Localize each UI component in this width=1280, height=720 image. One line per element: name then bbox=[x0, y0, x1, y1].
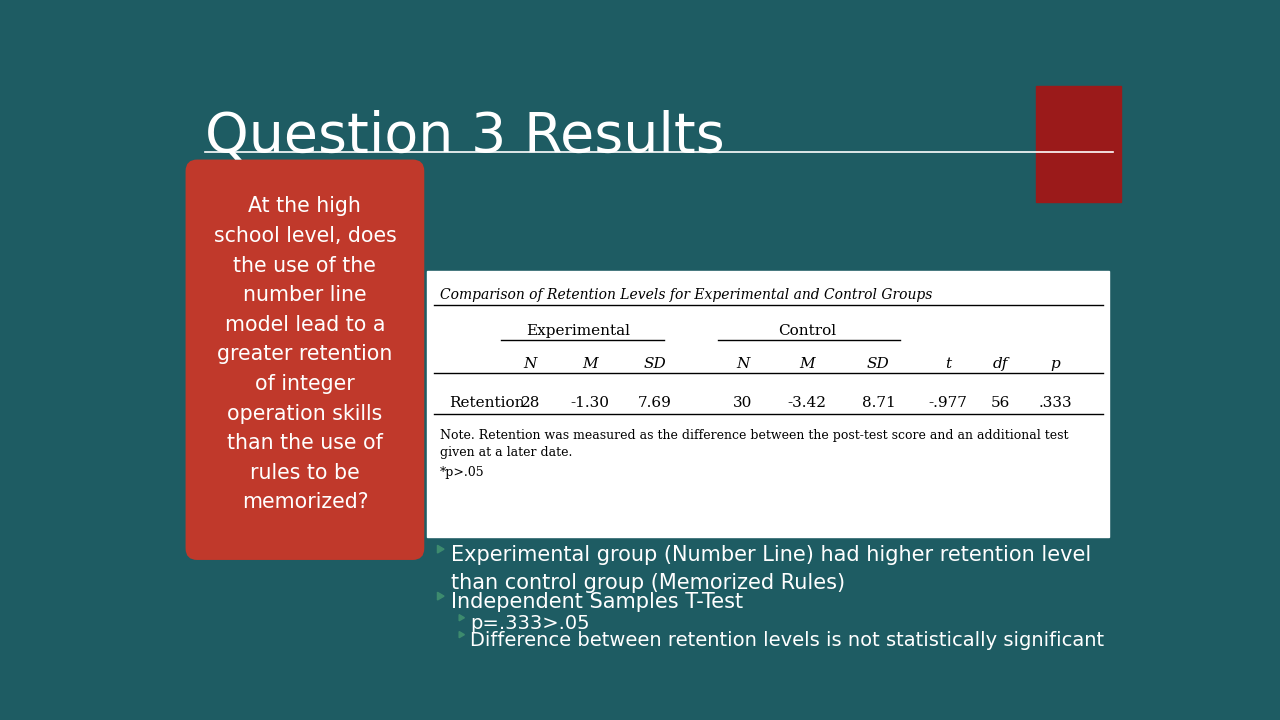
Text: M: M bbox=[582, 357, 598, 372]
Text: M: M bbox=[799, 357, 815, 372]
Text: t: t bbox=[945, 357, 951, 372]
Text: SD: SD bbox=[867, 357, 890, 372]
Text: *p>.05: *p>.05 bbox=[440, 466, 484, 479]
Text: N: N bbox=[736, 357, 750, 372]
Text: Control: Control bbox=[778, 323, 836, 338]
Polygon shape bbox=[438, 545, 444, 553]
Text: At the high
school level, does
the use of the
number line
model lead to a
greate: At the high school level, does the use o… bbox=[214, 197, 397, 513]
Text: Experimental group (Number Line) had higher retention level
than control group (: Experimental group (Number Line) had hig… bbox=[452, 545, 1092, 593]
Text: .333: .333 bbox=[1038, 396, 1071, 410]
FancyBboxPatch shape bbox=[186, 160, 424, 560]
Polygon shape bbox=[460, 631, 465, 638]
Bar bbox=[428, 271, 1110, 537]
Polygon shape bbox=[438, 593, 444, 600]
Text: 28: 28 bbox=[521, 396, 540, 410]
Text: N: N bbox=[524, 357, 538, 372]
Text: Difference between retention levels is not statistically significant: Difference between retention levels is n… bbox=[470, 631, 1105, 649]
Polygon shape bbox=[460, 615, 465, 621]
Text: df: df bbox=[993, 357, 1009, 372]
Text: Experimental: Experimental bbox=[526, 323, 631, 338]
Text: 56: 56 bbox=[991, 396, 1011, 410]
Text: -1.30: -1.30 bbox=[571, 396, 609, 410]
Text: Note. Retention was measured as the difference between the post-test score and a: Note. Retention was measured as the diff… bbox=[440, 429, 1069, 442]
Text: SD: SD bbox=[643, 357, 666, 372]
Bar bbox=[1036, 86, 1121, 202]
Text: Question 3 Results: Question 3 Results bbox=[205, 109, 724, 163]
Text: Independent Samples T-Test: Independent Samples T-Test bbox=[452, 593, 744, 612]
Text: given at a later date.: given at a later date. bbox=[440, 446, 572, 459]
Text: p=.333>.05: p=.333>.05 bbox=[470, 614, 590, 633]
Text: Comparison of Retention Levels for Experimental and Control Groups: Comparison of Retention Levels for Exper… bbox=[440, 288, 932, 302]
Text: 30: 30 bbox=[733, 396, 753, 410]
Text: 8.71: 8.71 bbox=[861, 396, 895, 410]
Text: p: p bbox=[1051, 357, 1060, 372]
Text: Retention: Retention bbox=[449, 396, 525, 410]
Text: 7.69: 7.69 bbox=[637, 396, 672, 410]
Text: -3.42: -3.42 bbox=[787, 396, 827, 410]
Text: -.977: -.977 bbox=[929, 396, 968, 410]
